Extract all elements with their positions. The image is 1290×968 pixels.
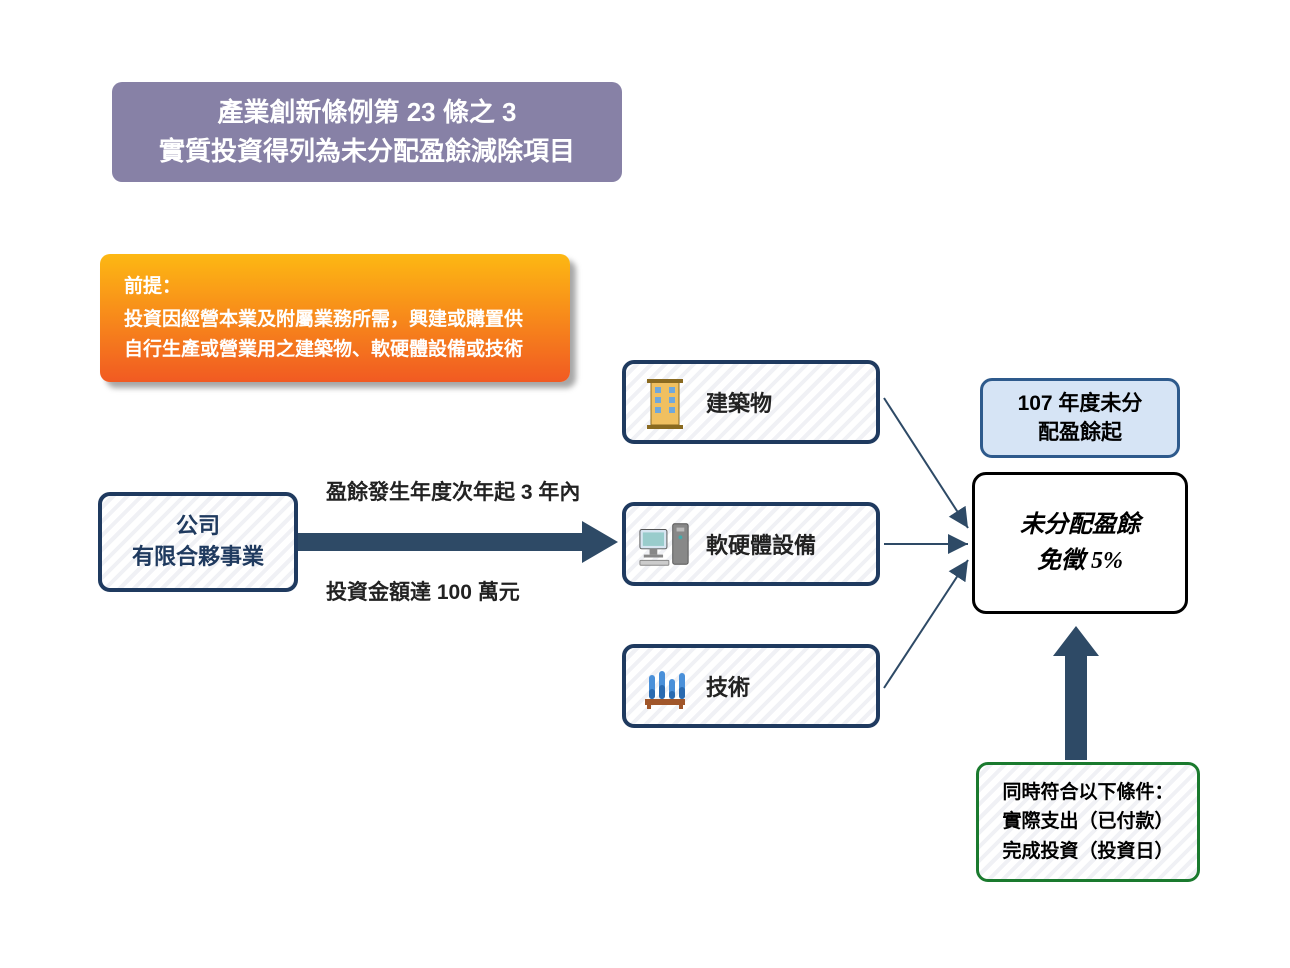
premise-heading: 前提： xyxy=(124,272,546,301)
conditions-box: 同時符合以下條件： 實際支出（已付款） 完成投資（投資日） xyxy=(976,762,1200,882)
result-start-year: 107 年度未分 配盈餘起 xyxy=(980,378,1180,458)
category-building-label: 建築物 xyxy=(706,386,772,418)
title-banner: 產業創新條例第 23 條之 3 實質投資得列為未分配盈餘減除項目 xyxy=(112,82,622,182)
building-icon xyxy=(638,375,692,429)
result-start-line1: 107 年度未分 xyxy=(1018,389,1143,418)
title-line1: 產業創新條例第 23 條之 3 xyxy=(217,93,516,132)
premise-box: 前提： 投資因經營本業及附屬業務所需，興建或購置供 自行生產或營業用之建築物、軟… xyxy=(100,254,570,382)
computer-icon xyxy=(638,517,692,571)
title-line2: 實質投資得列為未分配盈餘減除項目 xyxy=(159,132,575,171)
result-main-line1: 未分配盈餘 xyxy=(1020,507,1140,543)
arrow-label-bottom: 投資金額達 100 萬元 xyxy=(326,576,520,606)
cond-line1: 同時符合以下條件： xyxy=(1002,778,1173,807)
result-exemption: 未分配盈餘 免徵 5% xyxy=(972,472,1188,614)
cond-line3: 完成投資（投資日） xyxy=(1002,837,1173,866)
entity-box: 公司 有限合夥事業 xyxy=(98,492,298,592)
entity-line2: 有限合夥事業 xyxy=(132,542,264,573)
arrow-label-top: 盈餘發生年度次年起 3 年內 xyxy=(326,476,580,506)
entity-line1: 公司 xyxy=(176,511,220,542)
cond-line2: 實際支出（已付款） xyxy=(1002,807,1173,836)
premise-line2: 自行生產或營業用之建築物、軟硬體設備或技術 xyxy=(124,335,546,364)
result-start-line2: 配盈餘起 xyxy=(1038,418,1122,447)
category-technology-label: 技術 xyxy=(706,670,750,702)
lab-icon xyxy=(638,659,692,713)
category-technology: 技術 xyxy=(622,644,880,728)
premise-line1: 投資因經營本業及附屬業務所需，興建或購置供 xyxy=(124,305,546,334)
category-equipment: 軟硬體設備 xyxy=(622,502,880,586)
category-building: 建築物 xyxy=(622,360,880,444)
category-equipment-label: 軟硬體設備 xyxy=(706,528,816,560)
result-main-line2: 免徵 5% xyxy=(1037,543,1123,579)
